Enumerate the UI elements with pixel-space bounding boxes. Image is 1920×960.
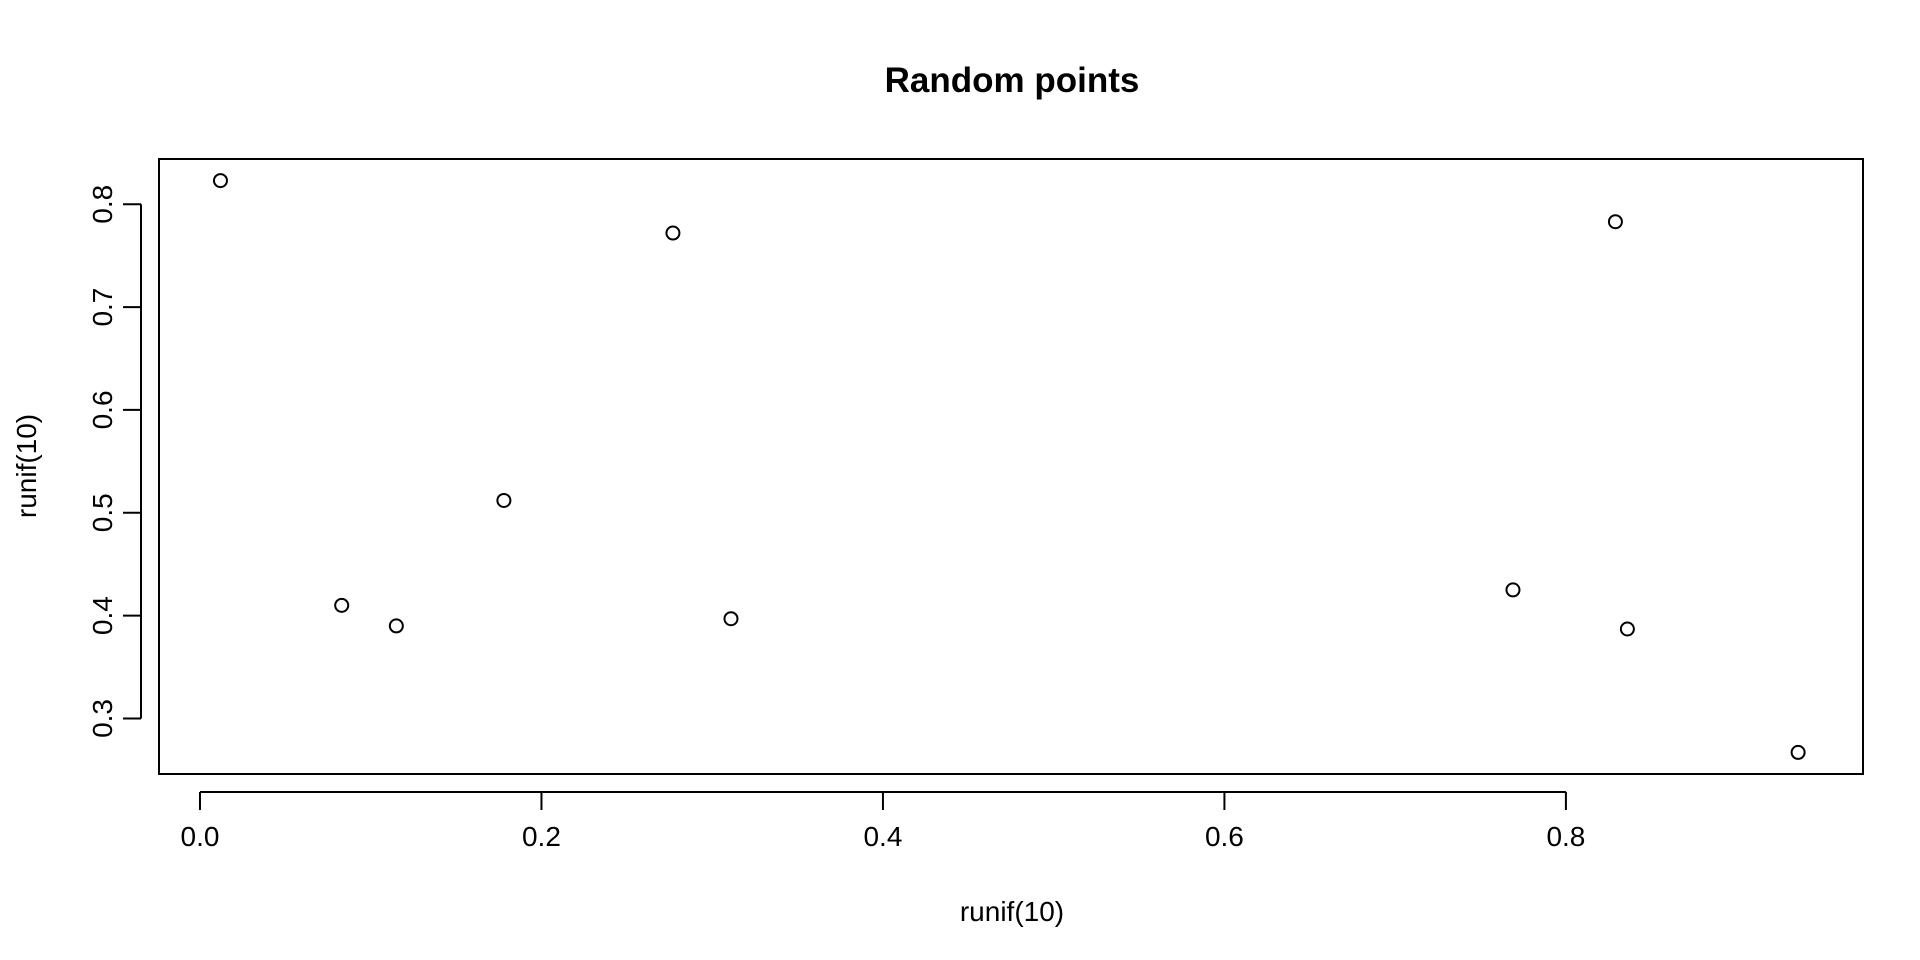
y-axis: 0.3 0.4 0.5 0.6 0.7 0.8 (87, 185, 142, 738)
y-tick-label: 0.4 (87, 596, 118, 635)
x-tick-label: 0.4 (863, 821, 902, 852)
data-point (1505, 582, 1521, 598)
data-point (1619, 621, 1635, 637)
x-tick-label: 0.8 (1546, 821, 1585, 852)
data-point (723, 611, 739, 627)
y-tick-label: 0.3 (87, 699, 118, 738)
x-tick-label: 0.0 (181, 821, 220, 852)
x-tick-label: 0.6 (1205, 821, 1244, 852)
y-axis-label: runif(10) (11, 414, 42, 518)
data-point (1607, 214, 1623, 230)
data-point (334, 597, 350, 613)
y-tick-label: 0.5 (87, 493, 118, 532)
plot-frame (158, 158, 1864, 775)
data-points (212, 173, 1806, 760)
x-tick-label: 0.2 (522, 821, 561, 852)
data-point (212, 173, 228, 189)
x-axis: 0.0 0.2 0.4 0.6 0.8 (181, 791, 1585, 852)
data-point (388, 618, 404, 634)
data-point (665, 225, 681, 241)
x-axis-label: runif(10) (960, 896, 1064, 927)
y-tick-label: 0.7 (87, 288, 118, 327)
y-tick-label: 0.8 (87, 185, 118, 224)
data-point (496, 492, 512, 508)
data-point (1790, 744, 1806, 760)
y-tick-label: 0.6 (87, 390, 118, 429)
chart-title: Random points (885, 61, 1140, 100)
